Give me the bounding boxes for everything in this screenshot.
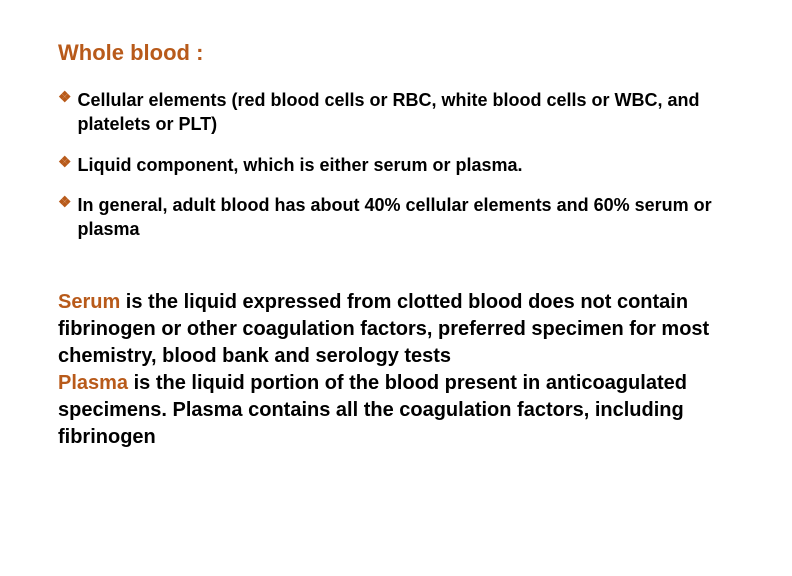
bullet-text: In general, adult blood has about 40% ce…: [77, 193, 734, 242]
diamond-bullet-icon: ❖: [58, 153, 71, 173]
bullet-item: ❖ In general, adult blood has about 40% …: [58, 193, 734, 242]
plasma-label: Plasma: [58, 372, 128, 394]
plasma-body: is the liquid portion of the blood prese…: [58, 372, 687, 448]
slide-page: Whole blood : ❖ Cellular elements (red b…: [0, 0, 792, 576]
bullet-item: ❖ Liquid component, which is either seru…: [58, 153, 734, 177]
diamond-bullet-icon: ❖: [58, 193, 71, 213]
diamond-bullet-icon: ❖: [58, 88, 71, 108]
bullet-row: ❖ In general, adult blood has about 40% …: [58, 193, 734, 242]
plasma-definition: Plasma is the liquid portion of the bloo…: [58, 370, 734, 451]
bullet-row: ❖ Cellular elements (red blood cells or …: [58, 88, 734, 137]
serum-label: Serum: [58, 291, 120, 313]
bullet-text: Cellular elements (red blood cells or RB…: [77, 88, 734, 137]
bullet-row: ❖ Liquid component, which is either seru…: [58, 153, 734, 177]
bullet-text: Liquid component, which is either serum …: [77, 153, 522, 177]
serum-body: is the liquid expressed from clotted blo…: [58, 291, 709, 367]
serum-definition: Serum is the liquid expressed from clott…: [58, 289, 734, 370]
definitions-paragraph: Serum is the liquid expressed from clott…: [58, 289, 734, 451]
page-title: Whole blood :: [58, 40, 734, 66]
bullet-item: ❖ Cellular elements (red blood cells or …: [58, 88, 734, 137]
